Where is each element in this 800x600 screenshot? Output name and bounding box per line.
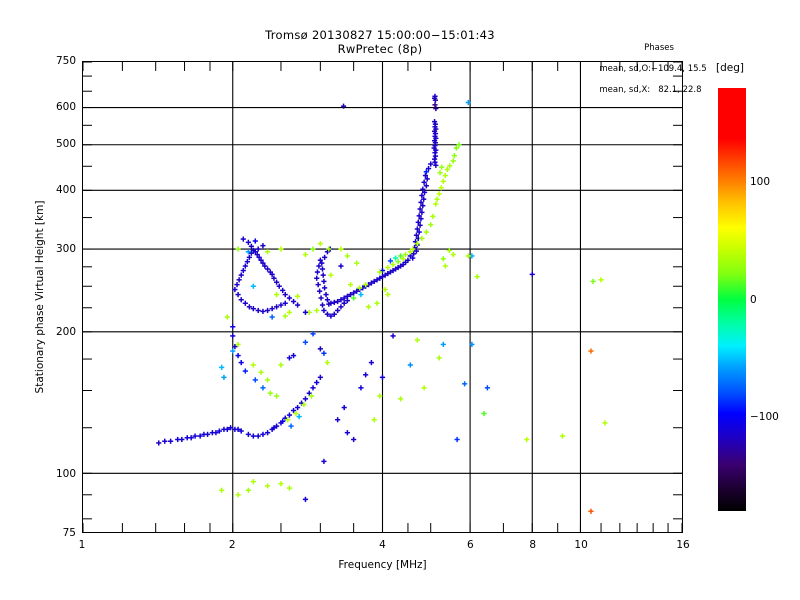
y-tick-label: 100: [55, 468, 76, 481]
colorbar: 100 0 −100: [718, 88, 779, 511]
scatter-plot-canvas: [83, 62, 682, 532]
colorbar-tick: −100: [750, 411, 779, 423]
x-tick-label: 2: [228, 539, 236, 551]
colorbar-tick: 100: [750, 176, 771, 188]
y-tick-label: 500: [55, 138, 76, 151]
x-axis-title: Frequency [MHz]: [338, 559, 427, 571]
x-tick-label: 16: [676, 539, 690, 551]
chart-title-line2: RwPretec (8p): [337, 42, 423, 56]
axis-ticks: [83, 62, 682, 532]
x-tick-label: 1: [78, 539, 86, 551]
phase-stats-extraordinary: mean, sd,X: 82.1, 22.8: [599, 85, 702, 95]
phase-stats-ordinary: mean, sd,O:−109.4, 15.5: [599, 64, 707, 74]
colorbar-gradient: [718, 88, 746, 511]
x-tick-label: 6: [467, 539, 474, 551]
y-axis-title: Stationary phase Virtual Height [km]: [34, 200, 46, 394]
x-tick-label: 4: [379, 539, 386, 551]
y-tick-label: 200: [55, 325, 76, 338]
data-points: [156, 93, 608, 514]
y-tick-label: 750: [55, 55, 76, 67]
y-tick-label: 75: [62, 527, 76, 539]
colorbar-tick: 0: [750, 293, 757, 306]
y-tick-label: 600: [55, 100, 76, 113]
x-tick-label: 10: [574, 539, 588, 551]
phase-stats-annotation: Phases mean, sd,O:−109.4, 15.5 mean, sd,…: [594, 22, 794, 96]
y-tick-label: 400: [55, 183, 76, 196]
chart-title-line1: Tromsø 20130827 15:00:00−15:01:43: [265, 28, 495, 42]
colorbar-unit-label: [deg]: [716, 62, 744, 74]
x-tick-label: 8: [529, 539, 537, 551]
y-tick-label: 300: [55, 242, 76, 255]
gridlines: [83, 62, 682, 532]
chart-title: Tromsø 20130827 15:00:00−15:01:43 RwPret…: [0, 28, 760, 56]
plot-area: [82, 61, 683, 533]
phase-stats-heading: Phases: [644, 43, 674, 53]
